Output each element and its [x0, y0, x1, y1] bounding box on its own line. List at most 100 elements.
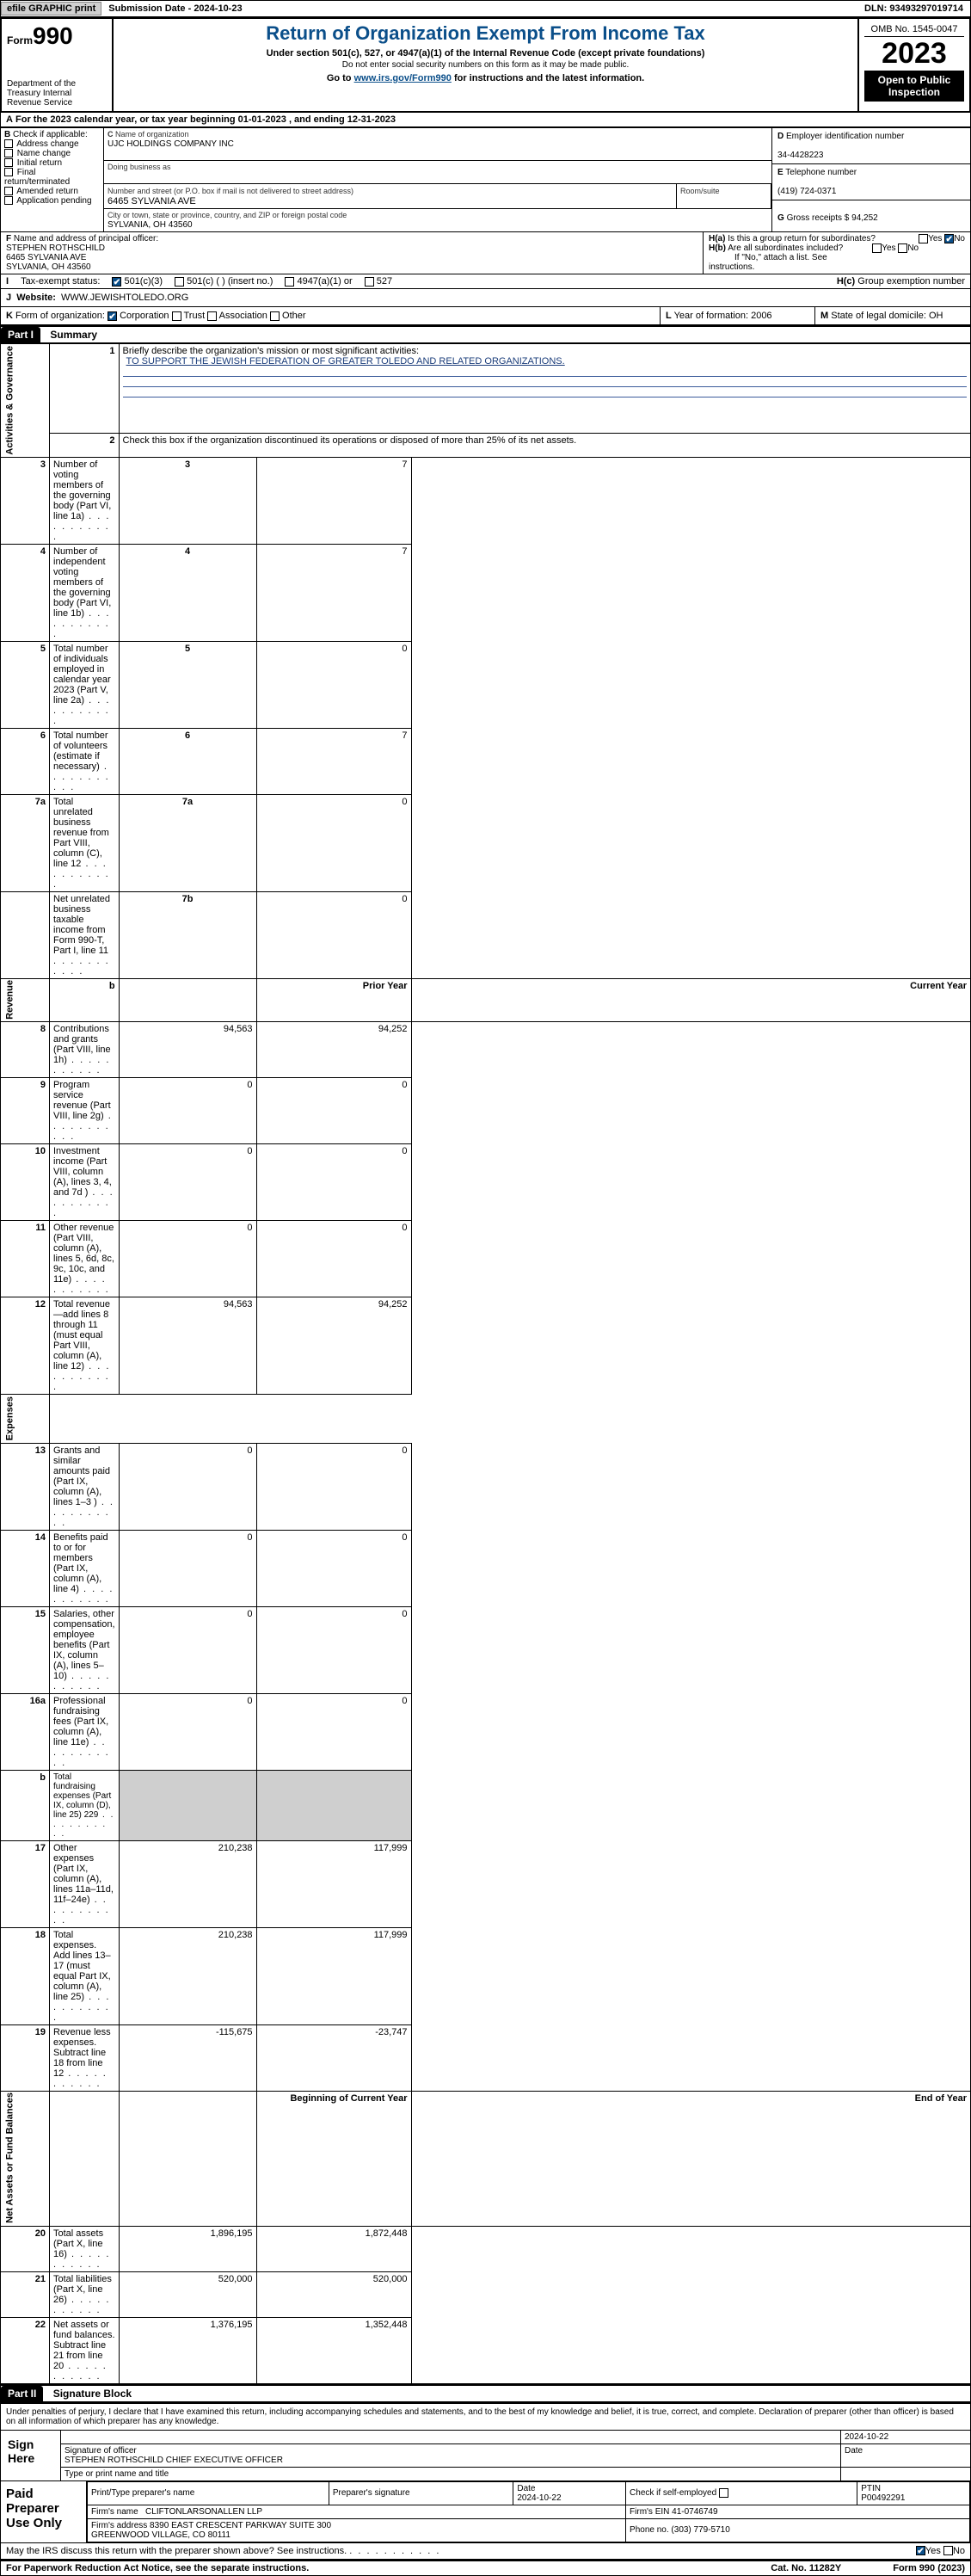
table-row: 20 Total assets (Part X, line 16) 1,896,…: [1, 2226, 971, 2271]
table-row: 12 Total revenue—add lines 8 through 11 …: [1, 1297, 971, 1395]
checkbox-final-return[interactable]: [4, 168, 13, 176]
form-number: Form990: [7, 22, 107, 50]
col-b: B Check if applicable: Address change Na…: [1, 128, 104, 231]
form-title: Return of Organization Exempt From Incom…: [119, 22, 852, 45]
table-row: Net unrelated business taxable income fr…: [1, 891, 971, 978]
checkbox-name-change[interactable]: [4, 149, 13, 157]
checkbox-address-change[interactable]: [4, 139, 13, 148]
table-row: 11 Other revenue (Part VIII, column (A),…: [1, 1221, 971, 1297]
cat-no: Cat. No. 11282Y: [771, 2563, 841, 2573]
table-row: 10 Investment income (Part VIII, column …: [1, 1144, 971, 1221]
table-row: 5 Total number of individuals employed i…: [1, 641, 971, 728]
table-row: 6 Total number of volunteers (estimate i…: [1, 728, 971, 794]
pra-notice: For Paperwork Reduction Act Notice, see …: [6, 2563, 309, 2573]
street-address: 6465 SYLVANIA AVE: [108, 196, 196, 206]
open-inspection: Open to Public Inspection: [864, 71, 964, 102]
submission-date: Submission Date - 2024-10-23: [101, 3, 242, 14]
mission: TO SUPPORT THE JEWISH FEDERATION OF GREA…: [123, 356, 568, 367]
table-row: 15 Salaries, other compensation, employe…: [1, 1606, 971, 1693]
table-row: 4 Number of independent voting members o…: [1, 544, 971, 641]
side-exp: Expenses: [1, 1395, 50, 1443]
table-row: 3 Number of voting members of the govern…: [1, 457, 971, 544]
form-subtitle: Under section 501(c), 527, or 4947(a)(1)…: [119, 48, 852, 59]
perjury-declaration: Under penalties of perjury, I declare th…: [1, 2404, 970, 2430]
ein: 34-4428223: [777, 151, 823, 160]
firm-phone: (303) 779-5710: [671, 2525, 729, 2535]
checkbox-ha-no[interactable]: ✔: [944, 234, 954, 243]
checkbox-initial-return[interactable]: [4, 158, 13, 167]
table-row: 13 Grants and similar amounts paid (Part…: [1, 1443, 971, 1530]
gross-receipts: 94,252: [851, 213, 878, 223]
org-name: UJC HOLDINGS COMPANY INC: [108, 139, 234, 149]
dept-label: Department of the Treasury Internal Reve…: [7, 79, 107, 108]
officer-sig: STEPHEN ROTHSCHILD CHIEF EXECUTIVE OFFIC…: [65, 2456, 283, 2465]
dln: DLN: 93493297019714: [864, 3, 970, 14]
footer: For Paperwork Reduction Act Notice, see …: [0, 2560, 971, 2576]
paid-preparer-label: Paid Preparer Use Only: [1, 2481, 87, 2542]
table-row: b Total fundraising expenses (Part IX, c…: [1, 1770, 971, 1840]
part1-name: Summary: [43, 327, 104, 342]
table-row: 19 Revenue less expenses. Subtract line …: [1, 2024, 971, 2091]
checkbox-trust[interactable]: [172, 311, 181, 321]
col-h: H(a) Is this a group return for subordin…: [704, 232, 970, 274]
checkbox-discuss-yes[interactable]: ✔: [916, 2546, 925, 2555]
checkbox-corp[interactable]: ✔: [108, 311, 117, 321]
col-c: C Name of organizationUJC HOLDINGS COMPA…: [104, 128, 772, 231]
col-deg: D Employer identification number34-44282…: [772, 128, 970, 231]
city-state-zip: SYLVANIA, OH 43560: [108, 220, 193, 230]
website: WWW.JEWISHTOLEDO.ORG: [61, 293, 188, 303]
checkbox-app-pending[interactable]: [4, 196, 13, 205]
firm-ein: 41-0746749: [672, 2507, 717, 2517]
part2-bar: Part II Signature Block: [0, 2384, 971, 2402]
table-row: 9 Program service revenue (Part VIII, li…: [1, 1078, 971, 1144]
table-row: 17 Other expenses (Part IX, column (A), …: [1, 1840, 971, 1927]
topbar: efile GRAPHIC print Submission Date - 20…: [0, 0, 971, 17]
checkbox-self-employed[interactable]: [719, 2488, 728, 2498]
part2-label: Part II: [1, 2386, 43, 2401]
identity-block: B Check if applicable: Address change Na…: [0, 127, 971, 232]
line-a: A For the 2023 calendar year, or tax yea…: [0, 113, 971, 127]
checkbox-501c3[interactable]: ✔: [112, 277, 121, 287]
checkbox-501c[interactable]: [175, 277, 184, 287]
row-i: I Tax-exempt status: ✔ 501(c)(3) 501(c) …: [0, 274, 971, 289]
year-formation: 2006: [751, 311, 771, 321]
ptin: P00492291: [861, 2493, 905, 2503]
checkbox-discuss-no[interactable]: [943, 2546, 953, 2555]
table-row: 22 Net assets or fund balances. Subtract…: [1, 2317, 971, 2383]
checkbox-ha-yes[interactable]: [919, 234, 928, 243]
part1-bar: Part I Summary: [0, 325, 971, 343]
efile-button[interactable]: efile GRAPHIC print: [1, 2, 101, 15]
tax-year: 2023: [864, 37, 964, 71]
row-klm: K Form of organization: ✔ Corporation Tr…: [0, 307, 971, 325]
checkbox-assoc[interactable]: [207, 311, 217, 321]
checkbox-other[interactable]: [270, 311, 280, 321]
irs-link[interactable]: www.irs.gov/Form990: [354, 73, 452, 83]
table-row: 8 Contributions and grants (Part VIII, l…: [1, 1022, 971, 1078]
table-row: 18 Total expenses. Add lines 13–17 (must…: [1, 1927, 971, 2024]
table-row: 14 Benefits paid to or for members (Part…: [1, 1530, 971, 1606]
state-domicile: OH: [929, 311, 943, 321]
table-row: 21 Total liabilities (Part X, line 26) 5…: [1, 2271, 971, 2317]
checkbox-hb-no[interactable]: [898, 243, 907, 253]
signature-block: Under penalties of perjury, I declare th…: [0, 2402, 971, 2560]
side-na: Net Assets or Fund Balances: [1, 2091, 50, 2226]
row-fh: F Name and address of principal officer:…: [0, 232, 971, 274]
checkbox-amended[interactable]: [4, 187, 13, 195]
part1-label: Part I: [1, 327, 40, 342]
summary-table: Activities & Governance 1 Briefly descri…: [0, 343, 971, 2384]
table-row: 16a Professional fundraising fees (Part …: [1, 1693, 971, 1770]
instructions-link-row: Go to www.irs.gov/Form990 for instructio…: [119, 73, 852, 83]
form-ref: Form 990 (2023): [893, 2563, 965, 2573]
part2-name: Signature Block: [46, 2386, 138, 2401]
firm-name: CLIFTONLARSONALLEN LLP: [145, 2507, 262, 2517]
checkbox-527[interactable]: [365, 277, 374, 287]
sign-here-label: Sign Here: [1, 2431, 61, 2480]
side-ag: Activities & Governance: [1, 344, 50, 458]
telephone: (419) 724-0371: [777, 187, 836, 196]
checkbox-4947[interactable]: [285, 277, 294, 287]
table-row: 7a Total unrelated business revenue from…: [1, 794, 971, 891]
officer-name: STEPHEN ROTHSCHILD: [6, 243, 105, 253]
side-rev: Revenue: [1, 978, 50, 1022]
omb-number: OMB No. 1545-0047: [864, 22, 964, 37]
checkbox-hb-yes[interactable]: [872, 243, 882, 253]
